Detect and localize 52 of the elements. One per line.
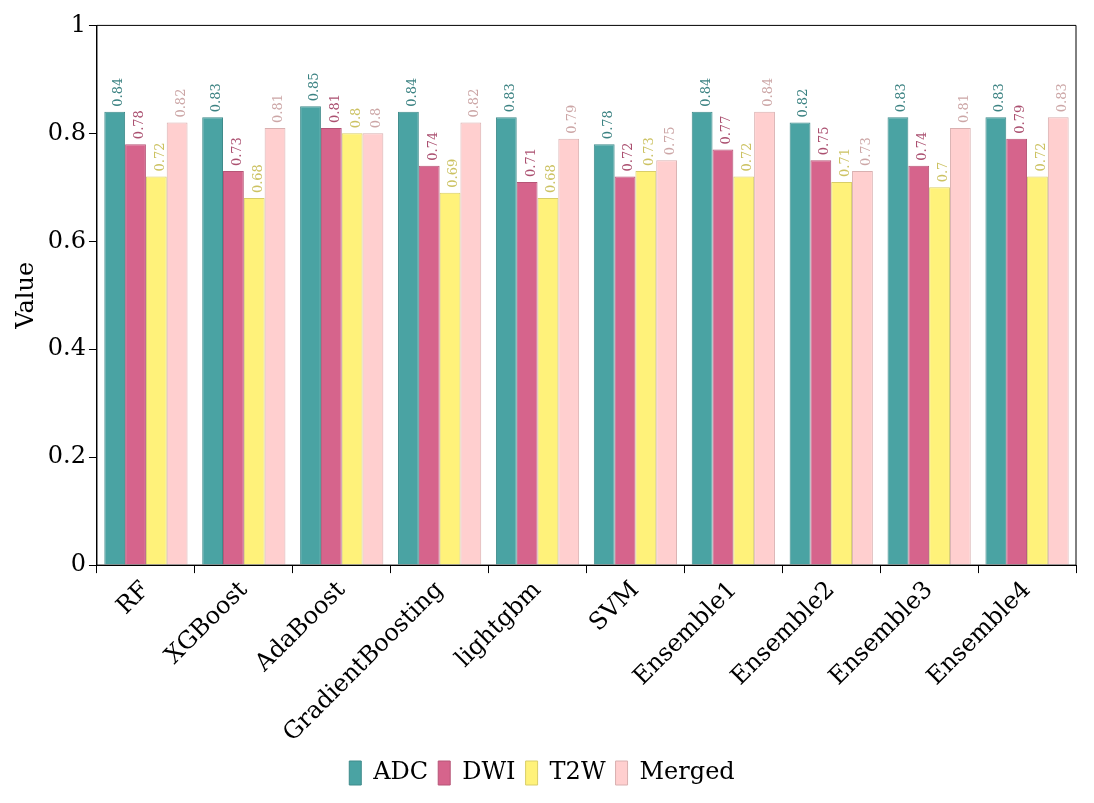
y-tick-label: 0.6	[47, 225, 86, 254]
data-label: 0.75	[816, 126, 832, 156]
legend-label: DWI	[462, 757, 516, 786]
y-tick-label: 1	[70, 9, 86, 38]
data-label: 0.69	[445, 158, 461, 188]
y-tick-label: 0.2	[47, 441, 86, 470]
data-label: 0.81	[270, 93, 286, 123]
data-label: 0.71	[522, 147, 538, 177]
data-label: 0.74	[914, 131, 930, 161]
y-tick-label: 0	[70, 549, 86, 578]
data-label: 0.72	[1032, 142, 1048, 172]
data-label: 0.8	[368, 107, 384, 129]
data-label: 0.83	[991, 83, 1007, 113]
y-axis-title: Value	[10, 261, 39, 330]
legend-label: Merged	[639, 757, 735, 786]
data-label: 0.84	[110, 77, 126, 107]
data-label: 0.71	[837, 147, 853, 177]
y-tick-label: 0.4	[47, 333, 86, 362]
data-label: 0.84	[403, 77, 419, 107]
data-label: 0.84	[759, 77, 775, 107]
data-label: 0.77	[718, 115, 734, 145]
data-label: 0.83	[501, 83, 517, 113]
legend-label: ADC	[372, 757, 429, 786]
data-label: 0.68	[543, 164, 559, 194]
data-label: 0.79	[1012, 104, 1028, 134]
x-tick-label: RF	[110, 575, 155, 620]
data-label: 0.82	[172, 88, 188, 118]
data-label: 0.75	[662, 126, 678, 156]
data-label: 0.74	[424, 131, 440, 161]
data-label: 0.73	[228, 137, 244, 167]
data-label: 0.7	[934, 161, 950, 183]
data-label: 0.81	[326, 93, 342, 123]
legend-label: T2W	[549, 757, 606, 786]
data-label: 0.73	[857, 137, 873, 167]
data-label: 0.82	[466, 88, 482, 118]
data-label: 0.79	[564, 104, 580, 134]
data-label: 0.68	[249, 164, 265, 194]
data-label: 0.83	[893, 83, 909, 113]
data-label: 0.8	[347, 107, 363, 129]
data-label: 0.72	[151, 142, 167, 172]
data-label: 0.83	[1053, 83, 1069, 113]
data-label: 0.73	[641, 137, 657, 167]
data-label: 0.81	[955, 93, 971, 123]
y-tick-label: 0.8	[47, 117, 86, 146]
data-label: 0.78	[130, 110, 146, 140]
data-label: 0.85	[305, 72, 321, 102]
data-label: 0.72	[620, 142, 636, 172]
data-label: 0.82	[795, 88, 811, 118]
data-label: 0.83	[207, 83, 223, 113]
data-label: 0.84	[697, 77, 713, 107]
data-label: 0.72	[739, 142, 755, 172]
data-label: 0.78	[599, 110, 615, 140]
